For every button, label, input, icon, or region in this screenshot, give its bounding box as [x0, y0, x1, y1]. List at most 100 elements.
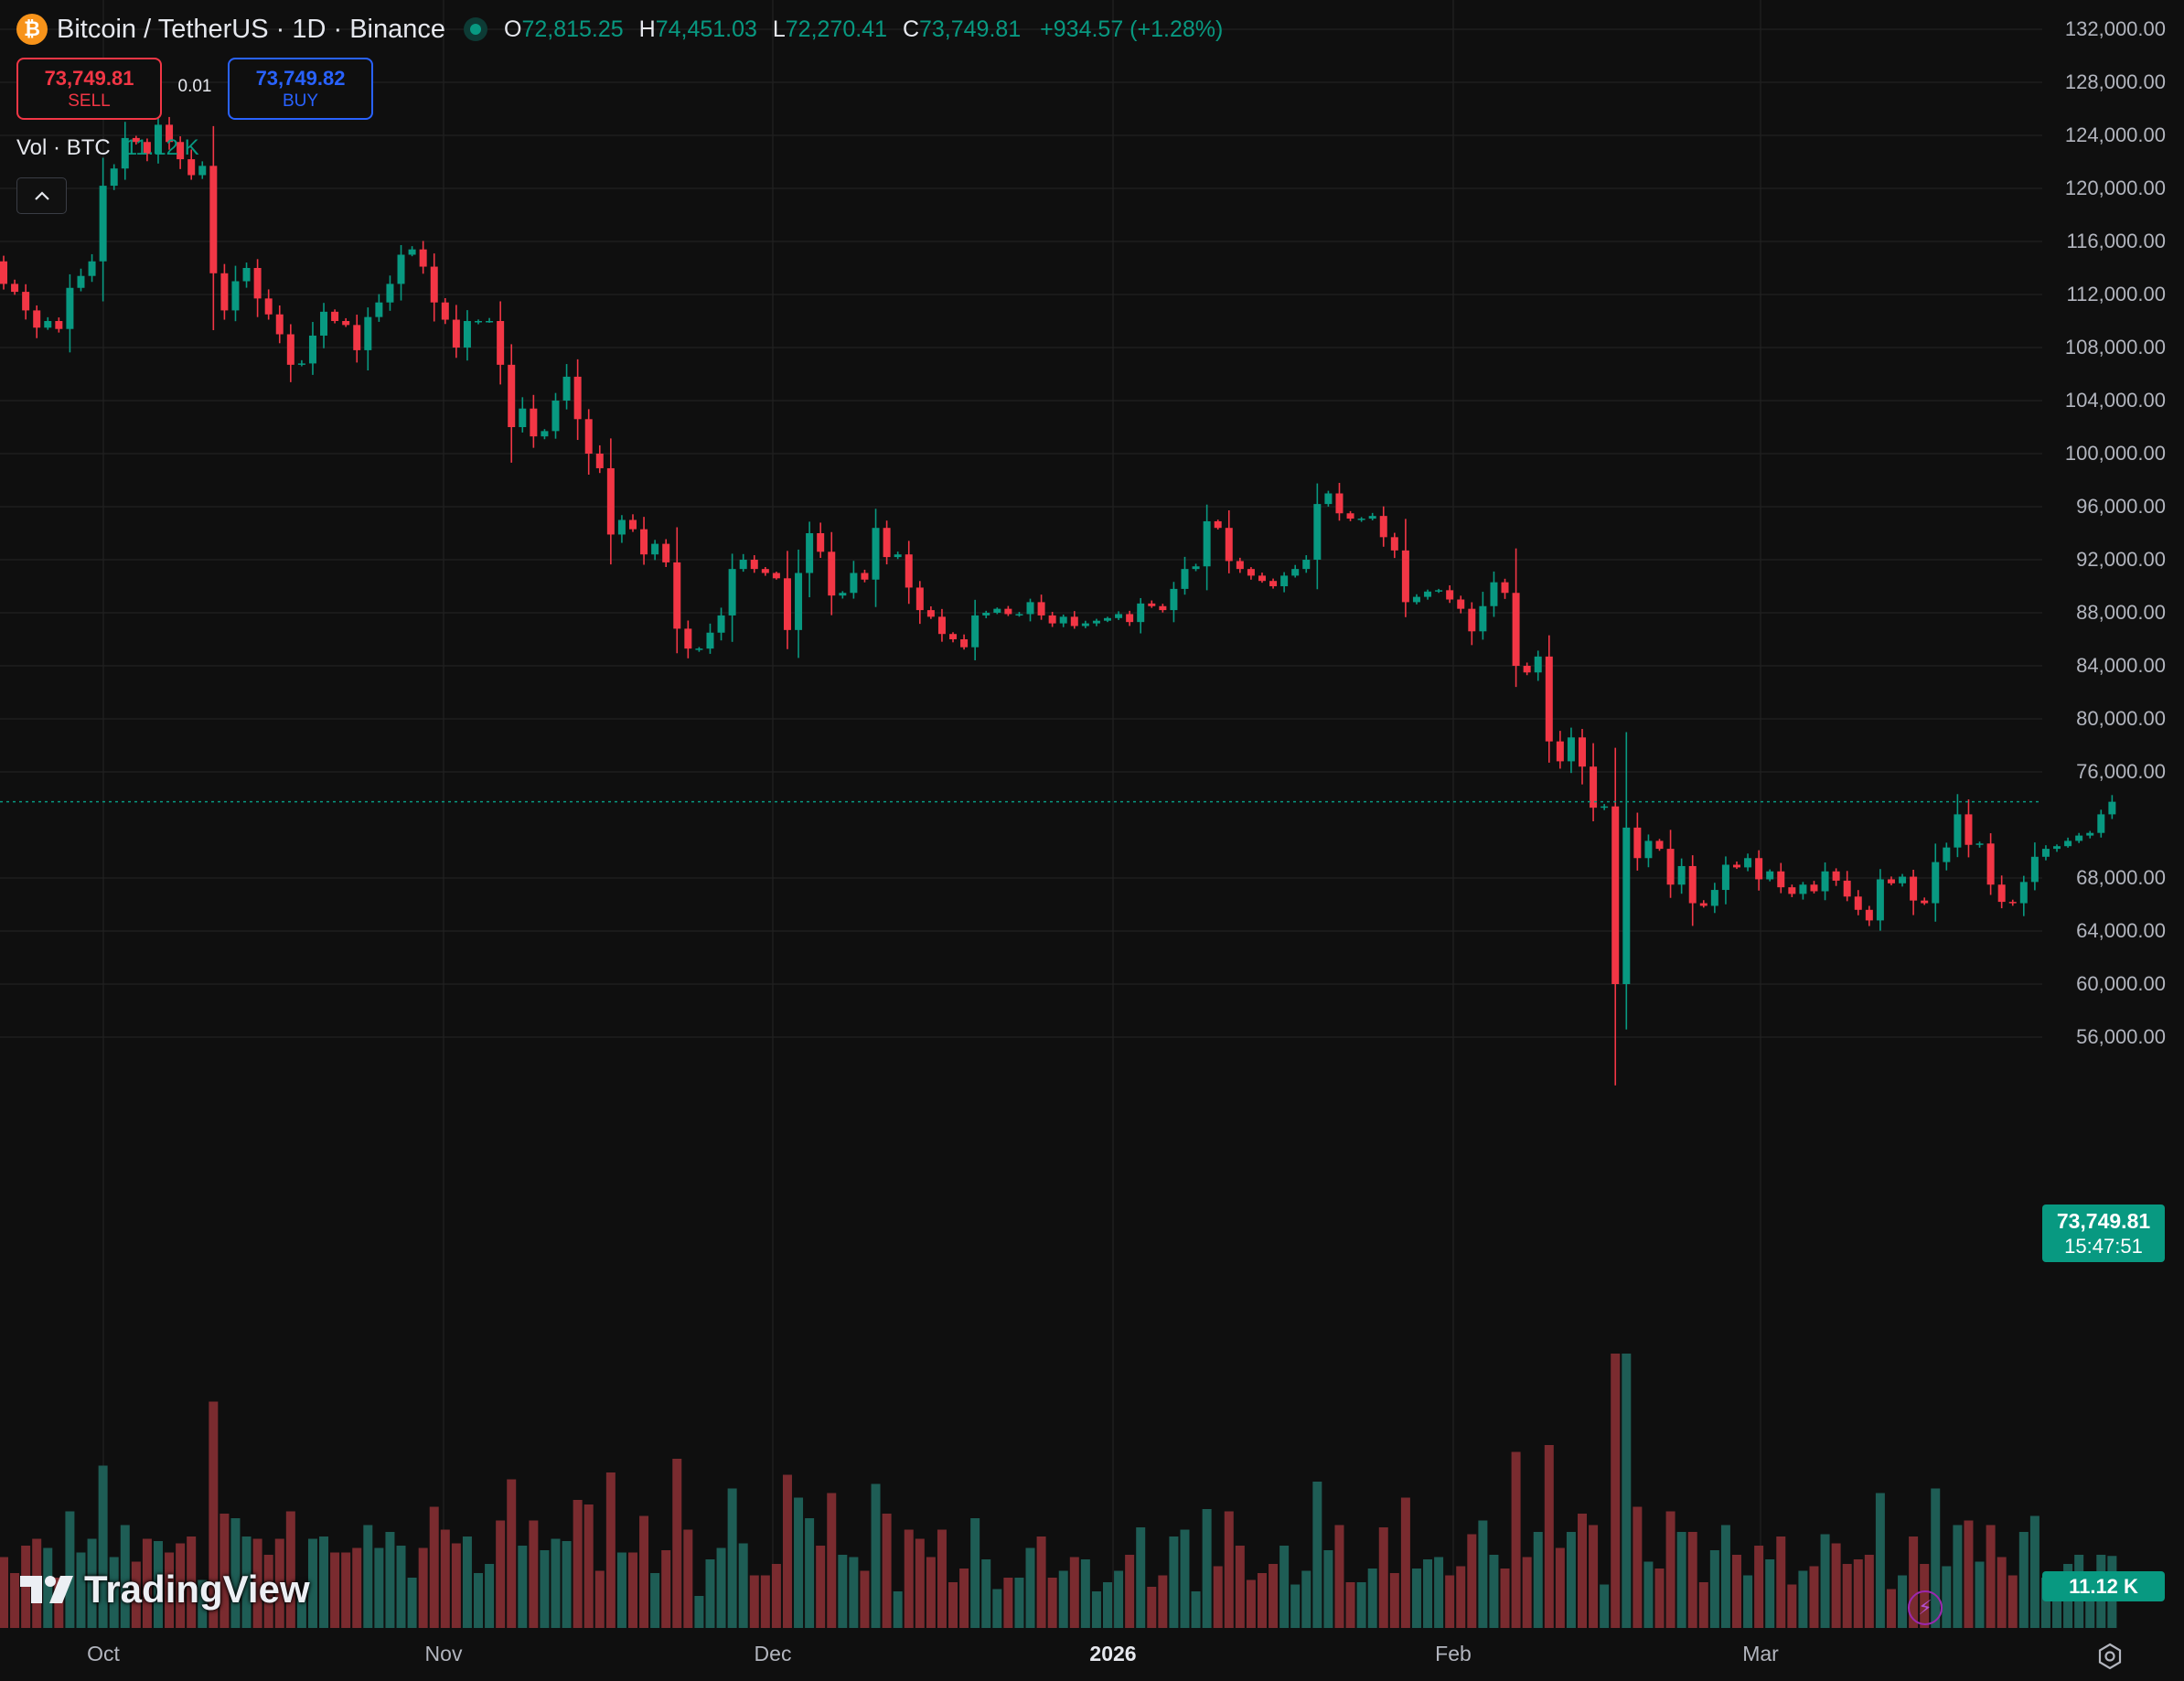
candle-body — [231, 281, 240, 311]
volume-bar — [551, 1538, 561, 1628]
chart-legend: ₿ Bitcoin / TetherUS · 1D · Binance O72,… — [16, 11, 1223, 48]
price-tick: 96,000.00 — [2076, 495, 2166, 518]
candle-body — [1579, 737, 1587, 767]
candle-body — [739, 560, 747, 570]
volume-bar — [165, 1552, 175, 1628]
sell-button[interactable]: 73,749.81 SELL — [16, 58, 162, 120]
volume-bar — [1931, 1488, 1941, 1628]
candle-body — [551, 401, 560, 432]
candle-body — [1899, 876, 1907, 883]
price-change: +934.57 (+1.28%) — [1040, 16, 1224, 42]
candle-body — [1821, 871, 1829, 892]
candle-body — [817, 533, 825, 552]
candle-body — [508, 364, 516, 427]
low-label: L — [772, 16, 786, 42]
candle-body — [121, 137, 129, 169]
volume-bar — [605, 1472, 616, 1628]
candle-body — [1832, 871, 1840, 881]
close-value: 73,749.81 — [919, 16, 1022, 42]
candle-body — [937, 616, 946, 635]
volume-bar — [1467, 1534, 1477, 1628]
candle-body — [1148, 603, 1156, 606]
candle-body — [253, 268, 262, 299]
gear-icon[interactable] — [2096, 1643, 2124, 1670]
buy-button[interactable]: 73,749.82 BUY — [228, 58, 373, 120]
volume-bar — [782, 1474, 792, 1628]
candle-body — [1170, 588, 1178, 611]
candle-body — [1004, 608, 1012, 615]
volume-bar — [1633, 1506, 1643, 1628]
volume-bar — [65, 1511, 75, 1628]
volume-bar — [871, 1483, 881, 1628]
volume-bar — [639, 1515, 649, 1628]
candle-body — [497, 321, 505, 365]
volume-bar — [627, 1552, 637, 1628]
candle-body — [1412, 596, 1420, 603]
candle-body — [1876, 879, 1884, 921]
open-label: O — [504, 16, 522, 42]
volume-bar — [462, 1536, 472, 1628]
candle-body — [1070, 616, 1078, 626]
candle-body — [1601, 806, 1609, 808]
volume-bar — [1257, 1573, 1267, 1628]
candle-body — [1357, 519, 1365, 520]
tradingview-logo[interactable]: TradingView — [20, 1568, 310, 1611]
price-tick: 56,000.00 — [2076, 1025, 2166, 1048]
volume-bar — [573, 1500, 583, 1628]
candle-body — [1059, 616, 1067, 624]
order-quantity[interactable]: 0.01 — [177, 77, 212, 96]
candle-body — [1732, 864, 1740, 868]
candle-body — [1247, 569, 1255, 576]
candle-body — [1854, 896, 1862, 910]
candle-body — [1512, 593, 1520, 666]
volume-bar — [616, 1552, 626, 1628]
volume-bar — [1334, 1525, 1344, 1628]
volume-bar — [1323, 1550, 1333, 1628]
symbol-title[interactable]: Bitcoin / TetherUS · 1D · Binance — [57, 14, 445, 44]
price-tick: 100,000.00 — [2064, 442, 2166, 465]
candle-body — [430, 266, 438, 303]
candle-body — [606, 467, 615, 535]
bitcoin-icon: ₿ — [16, 14, 48, 45]
collapse-legend-button[interactable] — [16, 177, 67, 214]
candle-body — [1766, 871, 1774, 880]
candle-body — [264, 298, 273, 315]
tradingview-logo-icon — [20, 1576, 73, 1603]
volume-bar — [451, 1543, 461, 1628]
candle-body — [242, 268, 251, 282]
volume-bar — [1654, 1569, 1665, 1628]
volume-bars — [0, 1354, 2117, 1628]
candle-body — [828, 551, 836, 596]
last-price-label: 73,749.81 15:47:51 — [2042, 1205, 2165, 1262]
volume-bar — [583, 1504, 594, 1628]
price-tick: 60,000.00 — [2076, 972, 2166, 995]
candle-body — [1943, 847, 1951, 862]
volume-bar — [1301, 1570, 1311, 1628]
candle-body — [1721, 864, 1729, 891]
candle-body — [110, 168, 118, 187]
volume-bar — [1478, 1520, 1488, 1628]
candle-body — [2075, 835, 2083, 841]
volume-bar — [2007, 1575, 2018, 1628]
volume-bar — [1136, 1527, 1146, 1628]
volume-bar — [1886, 1589, 1896, 1628]
candle-body — [1910, 876, 1918, 901]
candle-body — [1313, 504, 1322, 560]
volume-bar — [562, 1541, 572, 1628]
price-tick: 76,000.00 — [2076, 760, 2166, 783]
candle-body — [331, 311, 339, 321]
volume-bar — [893, 1591, 903, 1628]
lightning-icon[interactable]: ⚡ — [1908, 1590, 1943, 1625]
volume-bar — [109, 1557, 119, 1628]
candle-body — [750, 560, 758, 570]
candle-body — [88, 261, 96, 276]
price-tick: 128,000.00 — [2064, 70, 2166, 93]
volume-bar — [749, 1575, 759, 1628]
candle-body — [861, 573, 869, 580]
volume-bar — [1202, 1509, 1212, 1628]
candle-body — [584, 419, 593, 454]
candle-body — [2053, 846, 2061, 850]
volume-bar — [948, 1582, 958, 1628]
candle-body — [1534, 656, 1542, 673]
